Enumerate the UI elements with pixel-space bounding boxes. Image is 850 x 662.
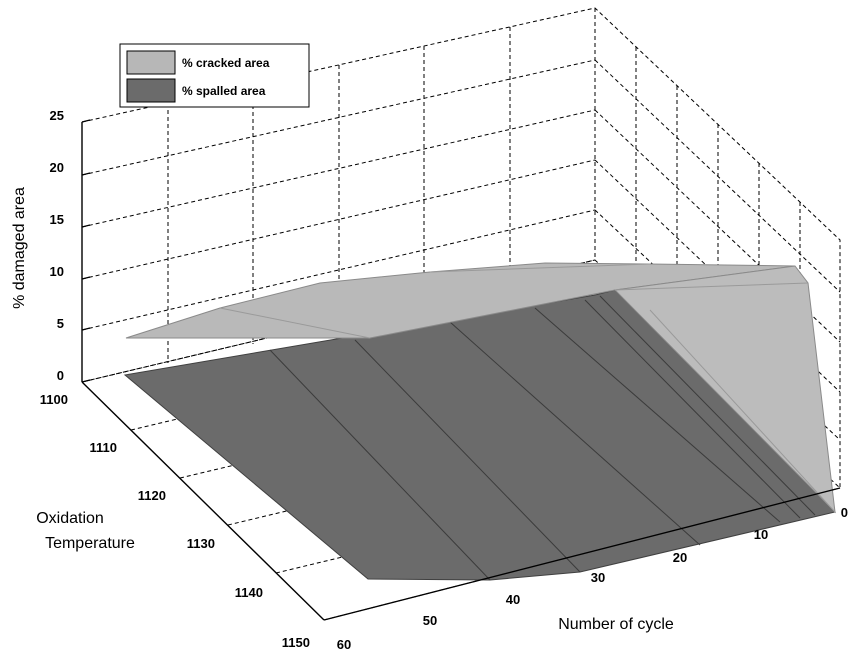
cracked-surface [125,262,836,514]
y-tick-label: 1130 [187,536,215,551]
x-tick-labels: 0 10 20 30 40 50 60 [337,505,848,652]
x-axis-label: Number of cycle [558,616,674,633]
z-axis-label: % damaged area [11,187,28,309]
z-tick-label: 15 [50,212,64,227]
x-tick-label: 40 [506,592,520,607]
x-tick-label: 50 [423,613,437,628]
y-axis-label-line-2: Temperature [45,535,135,552]
spalled-surface [123,289,836,581]
legend-label-spalled: % spalled area [182,84,266,98]
z-tick-labels: 0 5 10 15 20 25 [50,108,64,383]
legend-label-cracked: % cracked area [182,56,270,70]
y-tick-label: 1140 [235,585,263,600]
cracked-surface-top [125,262,796,339]
z-axis-ticks [81,119,91,383]
y-tick-label: 1150 [282,635,310,650]
y-axis-label-line-1: Oxidation [36,510,104,527]
legend: % cracked area % spalled area [119,43,310,108]
y-tick-label: 1100 [40,392,68,407]
y-tick-label: 1110 [90,440,118,455]
x-tick-label: 60 [337,637,351,652]
z-tick-label: 5 [57,316,64,331]
z-tick-label: 20 [50,160,64,175]
z-tick-label: 10 [50,264,64,279]
y-tick-label: 1120 [138,488,166,503]
x-tick-label: 0 [841,505,848,520]
legend-swatch-spalled [126,78,176,103]
legend-swatch-cracked [126,50,176,75]
z-tick-label: 0 [57,368,64,383]
x-tick-label: 30 [591,570,605,585]
x-tick-label: 20 [673,550,687,565]
axes [81,119,841,621]
z-tick-label: 25 [50,108,64,123]
x-tick-label: 10 [754,527,768,542]
y-tick-labels: 1100 1110 1120 1130 1140 1150 [40,392,310,650]
